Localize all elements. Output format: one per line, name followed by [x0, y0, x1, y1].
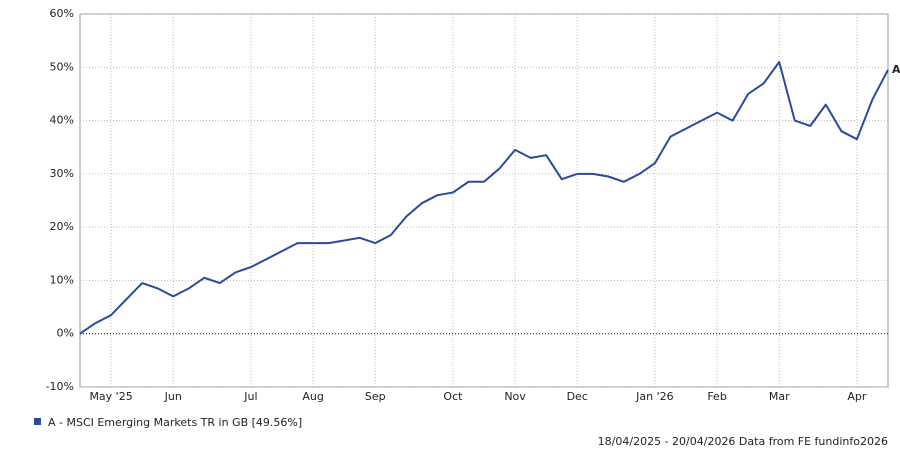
y-tick-label: 60%	[50, 7, 74, 20]
x-tick-label: Oct	[443, 390, 463, 403]
x-tick-label: Feb	[707, 390, 726, 403]
x-tick-label: Dec	[567, 390, 588, 403]
end-label: A	[892, 63, 900, 76]
y-tick-label: 40%	[50, 114, 74, 127]
y-tick-label: 10%	[50, 273, 74, 286]
x-tick-label: Apr	[847, 390, 867, 403]
x-tick-label: Jul	[243, 390, 257, 403]
x-tick-label: May '25	[89, 390, 132, 403]
y-tick-label: 20%	[50, 220, 74, 233]
footer: 18/04/2025 - 20/04/2026 Data from FE fun…	[598, 435, 888, 448]
plot-frame	[79, 13, 889, 388]
y-tick-label: 50%	[50, 60, 74, 73]
x-tick-label: Sep	[365, 390, 386, 403]
legend-swatch	[34, 418, 41, 425]
x-tick-label: Aug	[302, 390, 323, 403]
x-tick-label: Jun	[164, 390, 182, 403]
y-tick-label: 30%	[50, 167, 74, 180]
x-tick-label: Jan '26	[635, 390, 673, 403]
y-tick-label: -10%	[46, 380, 74, 393]
line	[79, 61, 889, 335]
y-tick-label: 0%	[57, 327, 74, 340]
x-tick-label: Mar	[769, 390, 790, 403]
legend-label: A - MSCI Emerging Markets TR in GB [49.5…	[48, 416, 302, 429]
x-tick-label: Nov	[504, 390, 526, 403]
